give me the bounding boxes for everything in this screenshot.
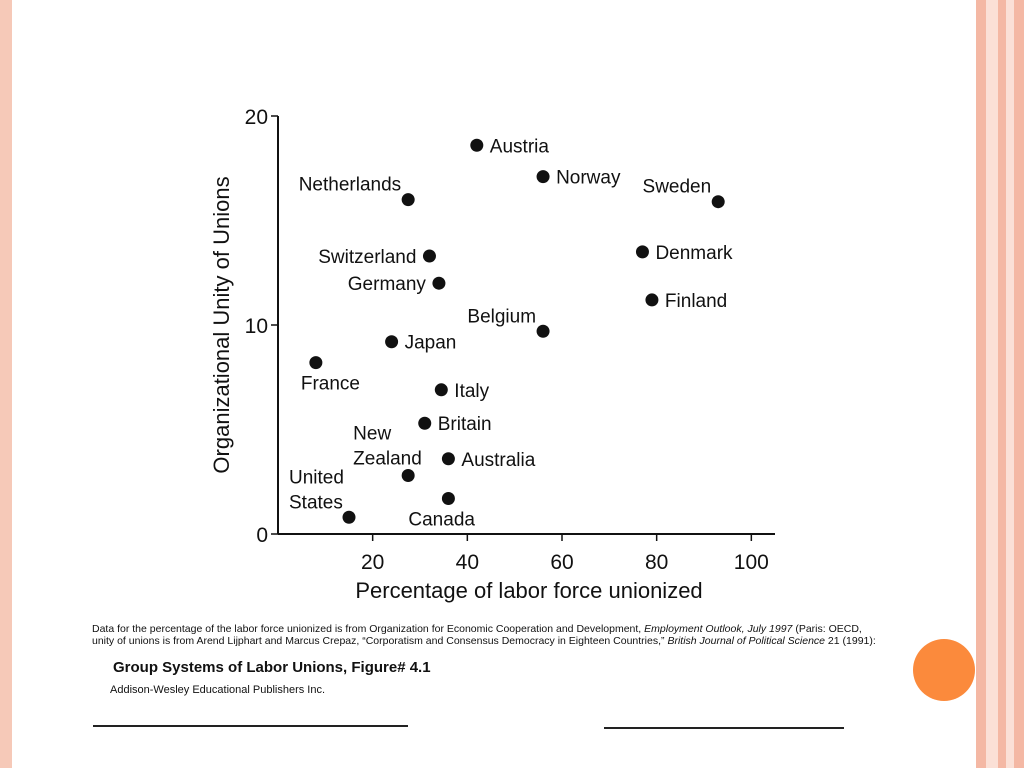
point-label-line: Germany xyxy=(348,274,427,295)
x-tick-label: 80 xyxy=(645,551,668,574)
data-point xyxy=(422,249,436,263)
point-label: United States xyxy=(289,467,344,513)
point-label: Finland xyxy=(665,291,727,312)
point-label-line: New xyxy=(353,423,391,444)
slide-left-border xyxy=(0,0,12,768)
source-text: (Paris: OECD, xyxy=(792,623,862,635)
source-text: 21 (1991): xyxy=(825,635,876,647)
point-label: Japan xyxy=(405,333,457,354)
y-axis-label: Organizational Unity of Unions xyxy=(209,176,234,473)
point-label-line: Sweden xyxy=(643,177,712,198)
point-label-line: Zealand xyxy=(353,448,422,469)
point-label-line: Netherlands xyxy=(299,175,401,196)
point-label: Austria xyxy=(490,136,550,157)
left-rule xyxy=(93,725,408,727)
data-point xyxy=(401,193,415,207)
point-label: Canada xyxy=(408,509,475,530)
publisher-credit: Addison-Wesley Educational Publishers In… xyxy=(110,684,326,696)
point-label-line: Norway xyxy=(556,168,621,189)
point-label: Netherlands xyxy=(299,175,401,196)
source-note: Data for the percentage of the labor for… xyxy=(92,623,882,647)
source-note-line-2: unity of unions is from Arend Lijphart a… xyxy=(92,635,882,647)
border-stripe xyxy=(976,0,986,768)
source-title: Employment Outlook, July 1997 xyxy=(644,623,793,635)
border-stripe xyxy=(986,0,998,768)
point-label: Belgium xyxy=(467,306,536,327)
point-label-line: Switzerland xyxy=(318,247,416,268)
point-label: Sweden xyxy=(643,177,712,198)
data-point xyxy=(470,138,484,152)
border-stripe xyxy=(1006,0,1014,768)
point-label: France xyxy=(301,374,360,395)
data-point xyxy=(432,276,446,290)
slide-right-border xyxy=(976,0,1024,768)
data-point xyxy=(536,170,550,184)
data-point xyxy=(635,245,649,259)
point-label-line: Italy xyxy=(454,381,489,402)
data-point xyxy=(645,293,659,307)
point-label: Britain xyxy=(438,414,492,435)
y-tick-label: 20 xyxy=(245,106,268,129)
x-tick-label: 100 xyxy=(734,551,769,574)
chart-points: Austria Norway Sweden Netherlands Switzerlan… xyxy=(289,136,733,530)
point-label-line: Belgium xyxy=(467,306,536,327)
accent-circle xyxy=(913,639,975,701)
data-point xyxy=(711,195,725,209)
data-point xyxy=(385,335,399,349)
point-label-line: Finland xyxy=(665,291,727,312)
source-text: Data for the percentage of the labor for… xyxy=(92,623,645,635)
point-label-line: Denmark xyxy=(655,243,733,264)
source-text: unity of unions is from Arend Lijphart a… xyxy=(92,635,668,647)
x-axis-label: Percentage of labor force unionized xyxy=(355,578,702,603)
point-label-line: Japan xyxy=(405,333,457,354)
figure-title: Group Systems of Labor Unions, Figure# 4… xyxy=(113,659,431,676)
point-label-line: Britain xyxy=(438,414,492,435)
right-rule xyxy=(604,727,844,729)
point-label: Denmark xyxy=(655,243,733,264)
point-label: Germany xyxy=(348,274,427,295)
point-label-line: United xyxy=(289,467,344,488)
data-point xyxy=(441,491,455,505)
data-point xyxy=(309,356,323,370)
point-label: Italy xyxy=(454,381,489,402)
data-point xyxy=(418,416,432,430)
point-label-line: Australia xyxy=(461,450,535,471)
border-stripe xyxy=(998,0,1006,768)
point-label-line: Canada xyxy=(408,509,475,530)
point-label: New Zealand xyxy=(353,423,422,469)
point-label-line: Austria xyxy=(490,136,550,157)
point-label-line: States xyxy=(289,492,343,513)
data-point xyxy=(536,324,550,338)
data-point xyxy=(441,452,455,466)
data-point xyxy=(342,510,356,524)
source-note-line-1: Data for the percentage of the labor for… xyxy=(92,623,882,635)
data-point xyxy=(401,468,415,482)
source-title: British Journal of Political Science xyxy=(667,635,826,647)
chart-axes: 20 40 60 80 100 0 10 20 xyxy=(245,106,775,574)
border-stripe xyxy=(1014,0,1024,768)
point-label: Norway xyxy=(556,168,621,189)
data-point xyxy=(434,383,448,397)
x-tick-label: 40 xyxy=(456,551,479,574)
point-label-line: France xyxy=(301,374,360,395)
x-tick-label: 60 xyxy=(550,551,573,574)
y-tick-label: 10 xyxy=(245,315,268,338)
x-tick-label: 20 xyxy=(361,551,384,574)
point-label: Australia xyxy=(461,450,535,471)
y-tick-label: 0 xyxy=(256,524,268,547)
point-label: Switzerland xyxy=(318,247,416,268)
